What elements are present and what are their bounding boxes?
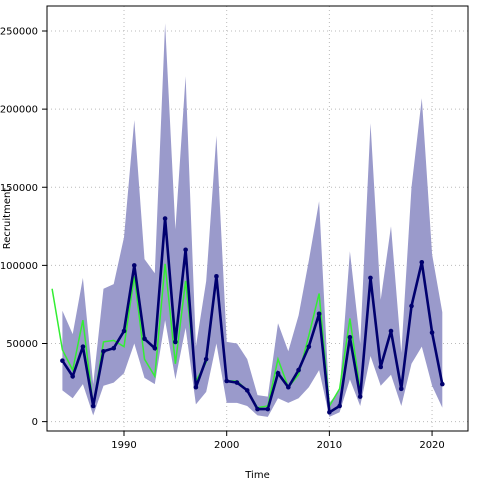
estimate-point	[357, 394, 363, 399]
estimate-point	[398, 386, 404, 392]
x-tick-label: 1990	[111, 440, 136, 451]
estimate-point	[90, 403, 96, 409]
estimate-point	[440, 381, 445, 387]
estimate-point	[152, 345, 158, 351]
x-axis: 1990 2000 2010 2020	[111, 431, 445, 451]
estimate-point	[70, 374, 75, 379]
estimate-points	[60, 216, 445, 415]
x-tick-label: 2010	[317, 440, 342, 451]
estimate-point	[306, 344, 312, 349]
plot-frame	[46, 5, 469, 432]
estimate-point	[60, 358, 65, 363]
y-tick-label: 50000	[6, 339, 38, 350]
estimate-point	[142, 336, 147, 342]
x-tick-label: 2000	[214, 440, 239, 451]
estimate-point	[429, 330, 435, 335]
y-axis: 0 50000 100000 150000 200000 250000	[0, 27, 47, 428]
y-tick-label: 250000	[0, 27, 38, 38]
y-axis-title: Recruitment	[2, 188, 13, 250]
estimate-point	[368, 275, 373, 281]
estimate-point	[337, 403, 342, 409]
estimate-point	[265, 406, 271, 412]
estimate-point	[275, 370, 281, 376]
estimate-point	[419, 259, 425, 265]
estimate-point	[316, 311, 322, 317]
estimate-point	[296, 367, 301, 373]
x-tick-label: 2020	[419, 440, 444, 451]
estimate-point	[327, 409, 332, 415]
estimate-line	[61, 218, 444, 415]
estimate-point	[131, 263, 137, 268]
estimate-point	[214, 274, 219, 279]
estimate-point	[347, 334, 353, 340]
y-tick-label: 200000	[0, 105, 38, 116]
estimate-point	[183, 247, 188, 253]
estimate-point	[203, 356, 209, 362]
x-axis-title: Time	[244, 470, 269, 480]
estimate-point	[244, 388, 250, 393]
estimate-point	[193, 384, 199, 390]
y-tick-label: 150000	[0, 183, 38, 194]
estimate-point	[111, 345, 117, 351]
grid	[47, 6, 468, 431]
estimate-point	[234, 380, 240, 385]
estimate-point	[80, 344, 86, 349]
estimate-point	[173, 339, 178, 345]
estimate-point	[378, 364, 384, 370]
estimate-point	[101, 349, 106, 354]
estimate-point	[286, 384, 291, 390]
estimate-point	[409, 303, 414, 309]
estimate-point	[224, 378, 229, 384]
y-tick-label: 100000	[0, 261, 38, 272]
y-tick-label: 0	[32, 417, 38, 428]
confidence-band	[62, 23, 443, 417]
estimate-point	[388, 328, 394, 334]
estimate-point	[162, 216, 168, 221]
estimate-point	[121, 328, 127, 334]
estimate-point	[255, 406, 260, 412]
